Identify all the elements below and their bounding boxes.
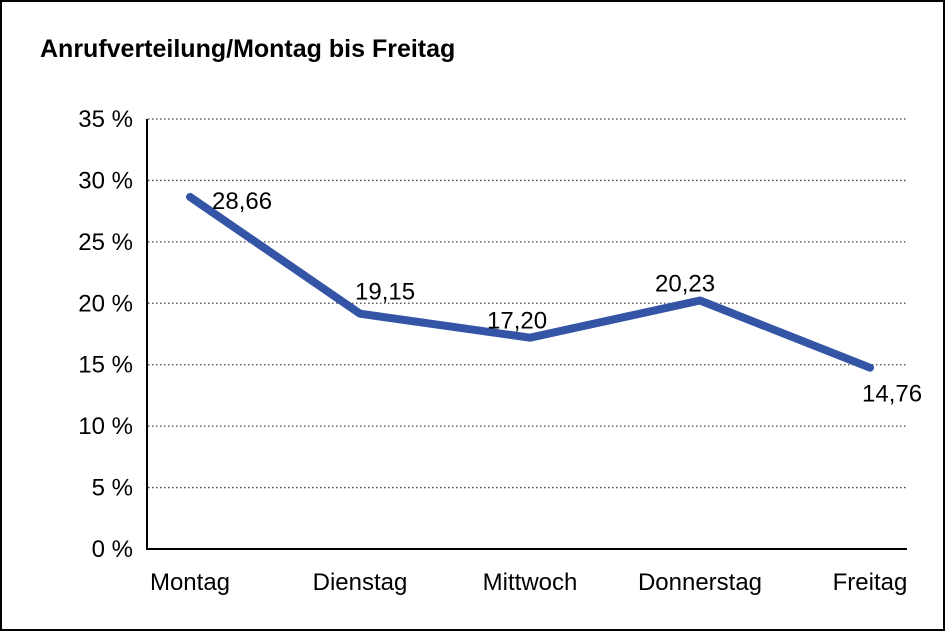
x-axis-category-label: Montag bbox=[150, 569, 230, 596]
x-axis-category-label: Freitag bbox=[833, 569, 908, 596]
data-point-label: 28,66 bbox=[212, 188, 272, 215]
y-axis-tick-label: 35 % bbox=[78, 106, 133, 133]
y-axis-tick-label: 30 % bbox=[78, 167, 133, 194]
y-axis-tick-label: 25 % bbox=[78, 229, 133, 256]
y-axis-tick-label: 20 % bbox=[78, 290, 133, 317]
data-point-label: 17,20 bbox=[487, 308, 547, 335]
x-axis-category-label: Donnerstag bbox=[638, 569, 762, 596]
data-point-label: 14,76 bbox=[862, 381, 922, 408]
y-axis-tick-label: 5 % bbox=[92, 475, 133, 502]
data-point-label: 20,23 bbox=[655, 270, 715, 297]
series-polyline bbox=[186, 192, 874, 372]
x-axis-category-label: Dienstag bbox=[313, 569, 408, 596]
chart-title: Anrufverteilung/Montag bis Freitag bbox=[40, 35, 456, 63]
y-axis-tick-label: 15 % bbox=[78, 352, 133, 379]
y-axis-tick-label: 0 % bbox=[92, 536, 133, 563]
data-point-label: 19,15 bbox=[355, 279, 415, 306]
y-axis-tick-label: 10 % bbox=[78, 413, 133, 440]
x-axis-category-label: Mittwoch bbox=[483, 569, 578, 596]
